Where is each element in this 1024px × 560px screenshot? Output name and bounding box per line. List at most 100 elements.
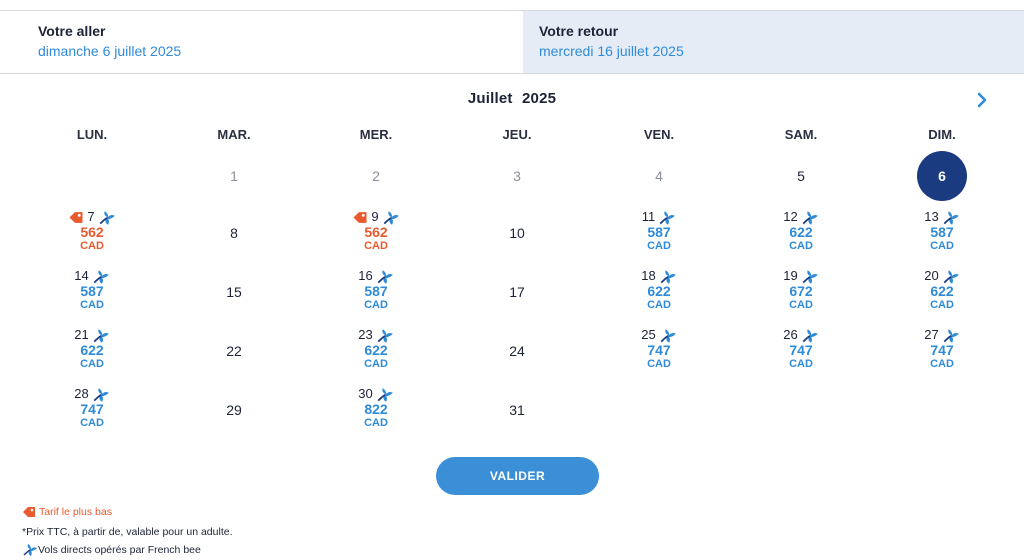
day-price: 747 bbox=[80, 401, 104, 417]
trip-dates-header: Votre aller dimanche 6 juillet 2025 Votr… bbox=[0, 10, 1024, 74]
legend-price-note: *Prix TTC, à partir de, valable pour un … bbox=[22, 526, 233, 538]
day-number: 21 bbox=[74, 327, 89, 342]
calendar-day[interactable]: 31 bbox=[467, 386, 567, 444]
calendar-day[interactable]: 15 bbox=[184, 268, 284, 326]
french-bee-icon bbox=[377, 328, 393, 343]
day-number-row: 19 bbox=[751, 268, 851, 285]
french-bee-icon bbox=[23, 544, 37, 556]
weekday-label: JEU. bbox=[502, 127, 532, 142]
calendar-day[interactable]: 28 747 CAD bbox=[42, 386, 142, 444]
day-currency: CAD bbox=[789, 240, 813, 252]
day-currency: CAD bbox=[364, 240, 388, 252]
calendar-day[interactable]: 5 bbox=[751, 152, 851, 210]
french-bee-icon bbox=[93, 269, 109, 284]
day-number: 20 bbox=[924, 268, 939, 283]
legend-lowest-fare-text: Tarif le plus bas bbox=[39, 506, 112, 518]
day-price: 587 bbox=[80, 283, 104, 299]
day-number-row: 30 bbox=[326, 386, 426, 403]
day-number-row: 25 bbox=[609, 327, 709, 344]
calendar-day[interactable]: 19 672 CAD bbox=[751, 268, 851, 326]
day-price: 747 bbox=[647, 342, 671, 358]
calendar-day[interactable]: 24 bbox=[467, 327, 567, 385]
french-bee-icon bbox=[802, 210, 818, 225]
day-currency: CAD bbox=[930, 240, 954, 252]
calendar-day[interactable]: 29 bbox=[184, 386, 284, 444]
day-number: 31 bbox=[509, 402, 525, 418]
calendar-day[interactable]: 18 622 CAD bbox=[609, 268, 709, 326]
french-bee-icon bbox=[377, 269, 393, 284]
calendar-day: 4 bbox=[609, 152, 709, 210]
calendar-day[interactable]: 22 bbox=[184, 327, 284, 385]
calendar-day[interactable]: 27 747 CAD bbox=[892, 327, 992, 385]
calendar-day[interactable]: 7 562 CAD bbox=[42, 209, 142, 267]
day-number: 12 bbox=[783, 209, 798, 224]
calendar-day[interactable]: 9 562 CAD bbox=[326, 209, 426, 267]
french-bee-icon bbox=[93, 328, 109, 343]
day-price: 747 bbox=[930, 342, 954, 358]
month-header: Juillet 2025 bbox=[0, 90, 1024, 110]
day-number-row: 9 bbox=[326, 209, 426, 226]
french-bee-icon bbox=[659, 210, 676, 225]
french-bee-icon bbox=[383, 210, 399, 225]
calendar-day[interactable]: 10 bbox=[467, 209, 567, 267]
outbound-date: dimanche 6 juillet 2025 bbox=[38, 43, 182, 59]
day-currency: CAD bbox=[647, 358, 671, 370]
calendar-day[interactable]: 11 587 CAD bbox=[609, 209, 709, 267]
return-date-box[interactable]: Votre retour mercredi 16 juillet 2025 bbox=[523, 11, 1024, 73]
day-number-row: 7 bbox=[42, 209, 142, 226]
day-number-row: 23 bbox=[326, 327, 426, 344]
day-currency: CAD bbox=[80, 417, 104, 429]
day-number-row: 12 bbox=[751, 209, 851, 226]
french-bee-icon bbox=[99, 210, 115, 225]
return-label: Votre retour bbox=[539, 23, 619, 39]
day-currency: CAD bbox=[80, 240, 104, 252]
french-bee-icon bbox=[943, 210, 959, 225]
french-bee-icon bbox=[943, 328, 959, 343]
french-bee-icon bbox=[802, 328, 818, 343]
day-currency: CAD bbox=[364, 299, 388, 311]
day-currency: CAD bbox=[647, 240, 671, 252]
day-currency: CAD bbox=[930, 358, 954, 370]
day-number: 3 bbox=[513, 168, 521, 184]
french-bee-icon bbox=[660, 328, 676, 343]
day-number-row: 26 bbox=[751, 327, 851, 344]
day-price: 587 bbox=[930, 224, 954, 240]
calendar-day[interactable]: 16 587 CAD bbox=[326, 268, 426, 326]
weekday-label: DIM. bbox=[928, 127, 956, 142]
day-number: 19 bbox=[783, 268, 798, 283]
calendar-day[interactable]: 17 bbox=[467, 268, 567, 326]
calendar-day[interactable]: 12 622 CAD bbox=[751, 209, 851, 267]
weekday-label: VEN. bbox=[643, 127, 675, 142]
day-number: 26 bbox=[783, 327, 798, 342]
calendar-day: 2 bbox=[326, 152, 426, 210]
calendar-day[interactable]: 8 bbox=[184, 209, 284, 267]
day-price: 622 bbox=[364, 342, 388, 358]
french-bee-icon bbox=[943, 269, 959, 284]
calendar-day[interactable]: 23 622 CAD bbox=[326, 327, 426, 385]
day-price: 622 bbox=[80, 342, 104, 358]
day-number-row: 14 bbox=[42, 268, 142, 285]
calendar-day[interactable]: 30 822 CAD bbox=[326, 386, 426, 444]
calendar-day[interactable]: 13 587 CAD bbox=[892, 209, 992, 267]
validate-button[interactable]: VALIDER bbox=[436, 457, 599, 495]
calendar-day[interactable]: 21 622 CAD bbox=[42, 327, 142, 385]
calendar-day[interactable]: 26 747 CAD bbox=[751, 327, 851, 385]
price-tag-icon bbox=[23, 507, 35, 518]
month-name: Juillet bbox=[467, 90, 513, 107]
chevron-right-icon[interactable] bbox=[974, 92, 990, 108]
selected-day[interactable]: 6 bbox=[917, 151, 967, 201]
day-number-row: 18 bbox=[609, 268, 709, 285]
calendar-day[interactable]: 14 587 CAD bbox=[42, 268, 142, 326]
calendar-day[interactable]: 25 747 CAD bbox=[609, 327, 709, 385]
day-number: 7 bbox=[87, 209, 95, 224]
day-number-row: 13 bbox=[892, 209, 992, 226]
day-currency: CAD bbox=[789, 358, 813, 370]
day-number: 4 bbox=[655, 168, 663, 184]
day-price: 622 bbox=[647, 283, 671, 299]
calendar-day[interactable]: 20 622 CAD bbox=[892, 268, 992, 326]
day-number: 10 bbox=[509, 225, 525, 241]
day-number: 30 bbox=[358, 386, 373, 401]
day-price: 822 bbox=[364, 401, 388, 417]
price-tag-icon bbox=[353, 212, 367, 223]
outbound-date-box[interactable]: Votre aller dimanche 6 juillet 2025 bbox=[0, 11, 523, 73]
